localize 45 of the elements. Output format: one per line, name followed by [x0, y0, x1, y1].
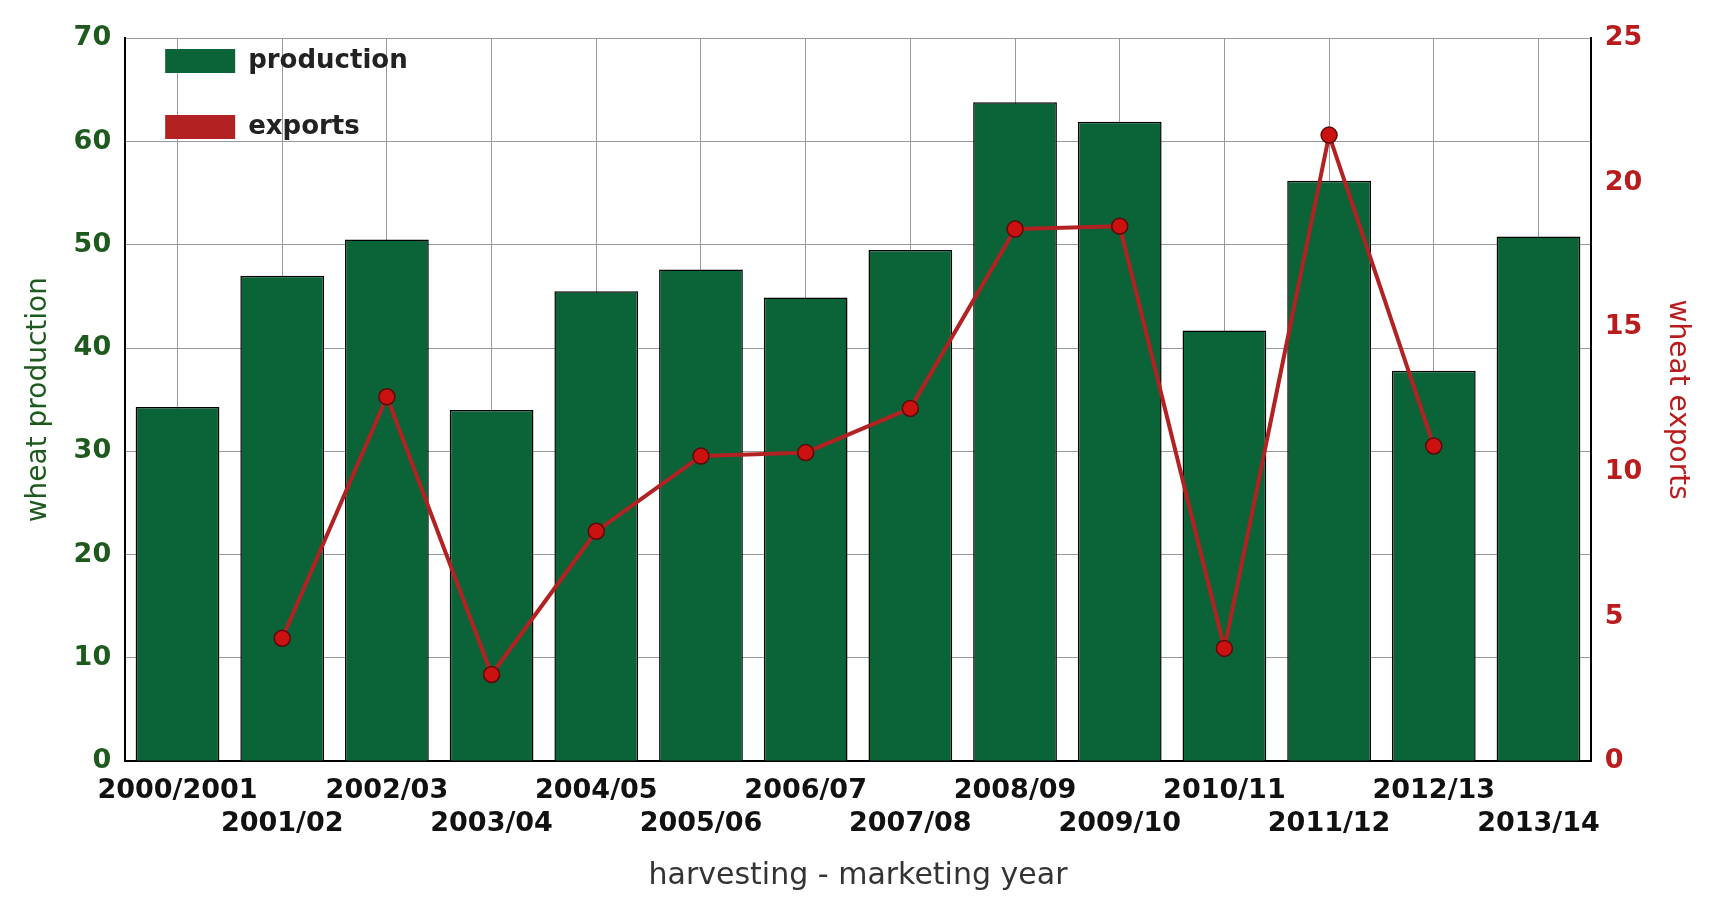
- x-tick-label: 2004/05: [534, 773, 658, 805]
- point: [587, 522, 606, 541]
- point: [1215, 639, 1234, 658]
- point: [796, 443, 815, 462]
- x-tick-label: 2006/07: [744, 773, 867, 805]
- x-tick-label: 2008/09: [953, 773, 1077, 805]
- point: [378, 388, 396, 406]
- x-axis-title: harvesting - marketing year: [648, 855, 1069, 891]
- y-tick-label: 70: [73, 20, 112, 52]
- point: [273, 629, 291, 648]
- y2-axis-title: wheat exports: [1662, 299, 1696, 500]
- x-tick-label: 2005/06: [639, 805, 763, 837]
- x-tick-label: 2011/12: [1267, 805, 1391, 837]
- point: [1006, 220, 1024, 238]
- y-tick-label: 40: [73, 330, 112, 362]
- x-tick-label: 2000/2001: [97, 773, 258, 805]
- y2-tick-label: 5: [1604, 598, 1624, 630]
- point: [482, 665, 501, 684]
- y2-tick-label: 20: [1604, 164, 1643, 196]
- x-tick-label: 2001/02: [220, 805, 344, 837]
- y-tick-label: 50: [73, 226, 112, 258]
- legend-label: production: [248, 43, 408, 74]
- x-tick-label: 2012/13: [1372, 773, 1496, 805]
- point: [692, 447, 710, 465]
- y-axis-title: wheat production: [20, 277, 54, 523]
- point: [1110, 217, 1129, 235]
- point: [1425, 437, 1443, 455]
- x-tick-label: 2002/03: [325, 773, 449, 805]
- y-tick-label: 30: [73, 433, 112, 465]
- y-tick-label: 20: [73, 536, 112, 568]
- x-tick-label: 2009/10: [1058, 805, 1182, 837]
- y-tick-label: 0: [92, 743, 112, 775]
- x-tick-label: 2003/04: [430, 805, 553, 837]
- point: [901, 399, 920, 418]
- x-tick-label: 2010/11: [1163, 773, 1286, 805]
- point: [1320, 126, 1338, 144]
- x-tick-label: 2007/08: [849, 805, 972, 837]
- y2-tick-label: 25: [1604, 20, 1643, 52]
- y2-tick-label: 10: [1604, 454, 1643, 486]
- y-tick-label: 10: [73, 639, 112, 671]
- y2-tick-label: 15: [1604, 309, 1643, 341]
- y2-tick-label: 0: [1604, 743, 1624, 775]
- legend-label: exports: [248, 109, 360, 140]
- y-tick-label: 60: [73, 123, 112, 155]
- x-tick-label: 2013/14: [1477, 805, 1600, 837]
